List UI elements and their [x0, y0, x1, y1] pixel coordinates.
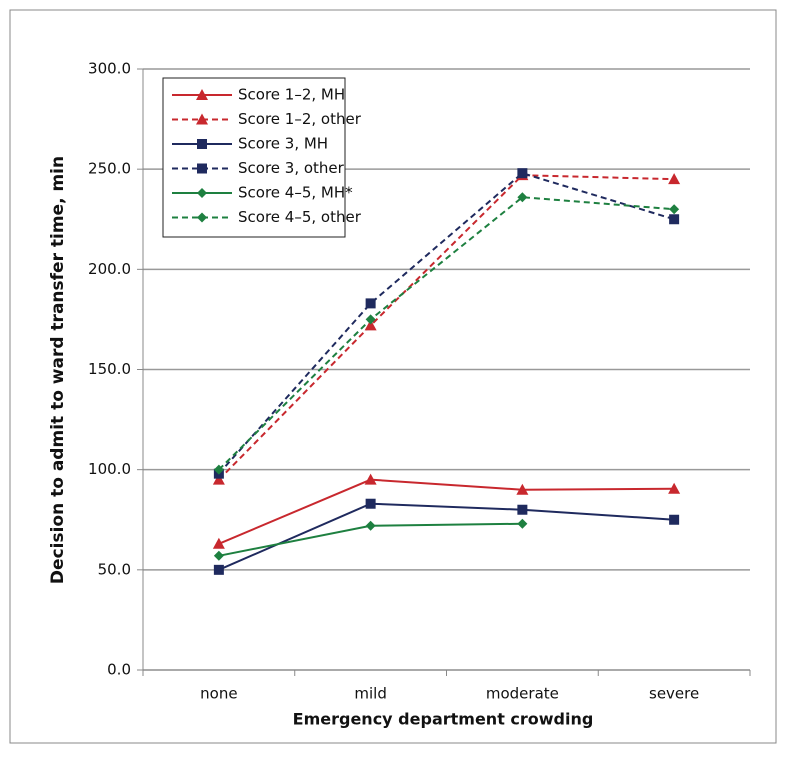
point: [365, 498, 376, 509]
point: [668, 173, 681, 185]
legend-label: Score 3, other: [238, 159, 345, 177]
point: [517, 168, 528, 179]
y-axis-label: Decision to admit to ward transfer time,…: [48, 156, 68, 584]
y-tick-label: 300.0: [88, 60, 131, 78]
legend-label: Score 1–2, MH: [238, 86, 345, 104]
point: [364, 319, 377, 331]
x-tick-label: severe: [649, 685, 699, 703]
y-tick-label: 0.0: [107, 661, 131, 679]
frame: [9, 9, 777, 744]
point: [365, 314, 376, 325]
series-line: [218, 196, 675, 471]
x-tick-label: none: [200, 685, 237, 703]
point: [517, 504, 528, 515]
legend: [162, 77, 346, 238]
legend-label: Score 4–5, other: [238, 208, 362, 226]
legend-marker: [197, 163, 207, 174]
point: [212, 473, 225, 485]
point: [364, 473, 377, 485]
legend-label: Score 3, MH: [238, 135, 328, 153]
point: [212, 537, 225, 549]
point: [669, 204, 680, 215]
point: [669, 514, 680, 525]
series-line: [218, 172, 675, 475]
y-tick-label: 150.0: [88, 360, 131, 378]
point: [213, 550, 224, 561]
series-line: [218, 502, 675, 571]
legend-marker: [196, 89, 208, 100]
y-tick-label: 200.0: [88, 260, 131, 278]
y-tick-label: 250.0: [88, 160, 131, 178]
legend-marker: [197, 188, 207, 198]
x-axis-label: Emergency department crowding: [293, 710, 594, 729]
legend-label: Score 4–5, MH*: [238, 184, 353, 202]
series-line: [218, 174, 675, 481]
x-tick-label: mild: [354, 685, 386, 703]
point: [517, 192, 528, 203]
legend-marker: [197, 139, 207, 149]
point: [668, 482, 681, 494]
legend-marker: [196, 113, 208, 125]
point: [213, 464, 224, 475]
x-tick-label: moderate: [486, 685, 559, 703]
point: [365, 520, 376, 531]
y-tick-label: 100.0: [88, 460, 131, 478]
series-line: [218, 478, 675, 545]
point: [516, 483, 529, 495]
point: [213, 564, 224, 575]
legend-marker: [197, 212, 207, 223]
point: [517, 518, 528, 529]
point: [365, 298, 376, 309]
y-tick-label: 50.0: [98, 560, 131, 578]
legend-label: Score 1–2, other: [238, 110, 362, 128]
point: [669, 214, 680, 225]
